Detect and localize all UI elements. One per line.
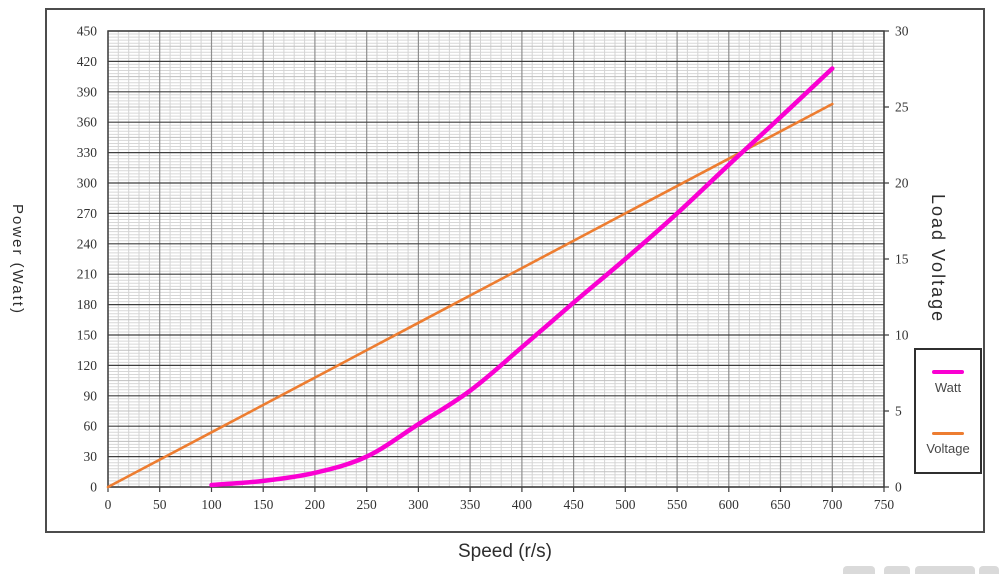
svg-text:550: 550	[667, 497, 688, 512]
svg-text:120: 120	[77, 358, 98, 373]
svg-text:0: 0	[90, 480, 97, 495]
x-axis-title: Speed (r/s)	[458, 541, 552, 562]
series-line-watt	[209, 66, 835, 488]
svg-text:350: 350	[460, 497, 481, 512]
svg-text:750: 750	[874, 497, 895, 512]
svg-text:150: 150	[253, 497, 274, 512]
svg-text:400: 400	[512, 497, 533, 512]
svg-text:150: 150	[77, 328, 98, 343]
svg-text:60: 60	[84, 419, 98, 434]
svg-text:360: 360	[77, 115, 98, 130]
bottom-edge-artifact	[915, 566, 975, 574]
svg-text:180: 180	[77, 297, 98, 312]
svg-text:300: 300	[408, 497, 429, 512]
svg-text:500: 500	[615, 497, 636, 512]
bottom-edge-artifact	[884, 566, 910, 574]
series-line-voltage	[106, 102, 834, 489]
voltage-line-swatch	[932, 432, 964, 435]
bottom-edge-artifact	[979, 566, 999, 574]
svg-text:650: 650	[770, 497, 791, 512]
legend-label-voltage: Voltage	[926, 441, 970, 456]
svg-text:700: 700	[822, 497, 843, 512]
legend-entry-watt: Watt	[932, 370, 964, 394]
svg-text:200: 200	[305, 497, 326, 512]
watt-line-swatch	[932, 370, 964, 374]
svg-text:450: 450	[563, 497, 584, 512]
svg-text:90: 90	[84, 388, 98, 403]
svg-text:270: 270	[77, 206, 98, 221]
svg-text:240: 240	[77, 236, 98, 251]
svg-text:25: 25	[895, 100, 909, 115]
svg-text:450: 450	[77, 24, 98, 39]
left-axis-title: Power (Watt)	[9, 203, 26, 315]
svg-text:420: 420	[77, 54, 98, 69]
svg-text:5: 5	[895, 404, 902, 419]
svg-text:50: 50	[153, 497, 167, 512]
svg-text:0: 0	[895, 480, 902, 495]
svg-text:15: 15	[895, 252, 909, 267]
svg-text:210: 210	[77, 267, 98, 282]
svg-text:100: 100	[201, 497, 222, 512]
right-axis-title: Load Voltage	[928, 194, 948, 324]
svg-text:390: 390	[77, 84, 98, 99]
svg-text:10: 10	[895, 328, 909, 343]
bottom-edge-artifact	[843, 566, 875, 574]
svg-text:20: 20	[895, 176, 909, 191]
svg-text:300: 300	[77, 176, 98, 191]
svg-text:0: 0	[105, 497, 112, 512]
svg-text:250: 250	[357, 497, 378, 512]
svg-text:600: 600	[719, 497, 740, 512]
svg-text:30: 30	[895, 24, 909, 39]
svg-text:30: 30	[84, 449, 98, 464]
legend: Watt Voltage	[914, 348, 982, 474]
legend-label-watt: Watt	[934, 380, 962, 395]
svg-text:330: 330	[77, 145, 98, 160]
legend-entry-voltage: Voltage	[926, 432, 970, 456]
